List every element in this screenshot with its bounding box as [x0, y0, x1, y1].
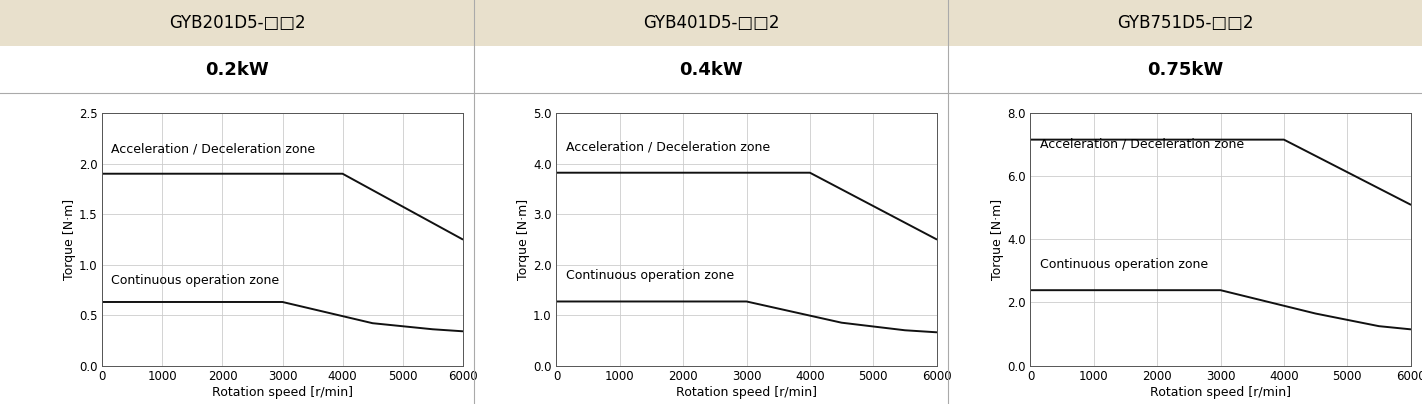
Y-axis label: Torque [N·m]: Torque [N·m]	[63, 199, 77, 280]
Text: 0.75kW: 0.75kW	[1148, 61, 1223, 79]
X-axis label: Rotation speed [r/min]: Rotation speed [r/min]	[212, 386, 353, 399]
Text: Continuous operation zone: Continuous operation zone	[1039, 258, 1209, 271]
Text: 0.4kW: 0.4kW	[680, 61, 742, 79]
Text: Continuous operation zone: Continuous operation zone	[111, 274, 280, 287]
Y-axis label: Torque [N·m]: Torque [N·m]	[991, 199, 1004, 280]
Text: GYB751D5-□□2: GYB751D5-□□2	[1116, 14, 1253, 32]
Text: GYB201D5-□□2: GYB201D5-□□2	[169, 14, 306, 32]
Text: Acceleration / Deceleration zone: Acceleration / Deceleration zone	[1039, 138, 1244, 151]
X-axis label: Rotation speed [r/min]: Rotation speed [r/min]	[1150, 386, 1291, 399]
Y-axis label: Torque [N·m]: Torque [N·m]	[518, 199, 530, 280]
Text: Acceleration / Deceleration zone: Acceleration / Deceleration zone	[566, 141, 771, 154]
X-axis label: Rotation speed [r/min]: Rotation speed [r/min]	[675, 386, 818, 399]
Text: Continuous operation zone: Continuous operation zone	[566, 269, 734, 282]
Text: Acceleration / Deceleration zone: Acceleration / Deceleration zone	[111, 143, 316, 156]
Text: 0.2kW: 0.2kW	[205, 61, 269, 79]
Text: GYB401D5-□□2: GYB401D5-□□2	[643, 14, 779, 32]
